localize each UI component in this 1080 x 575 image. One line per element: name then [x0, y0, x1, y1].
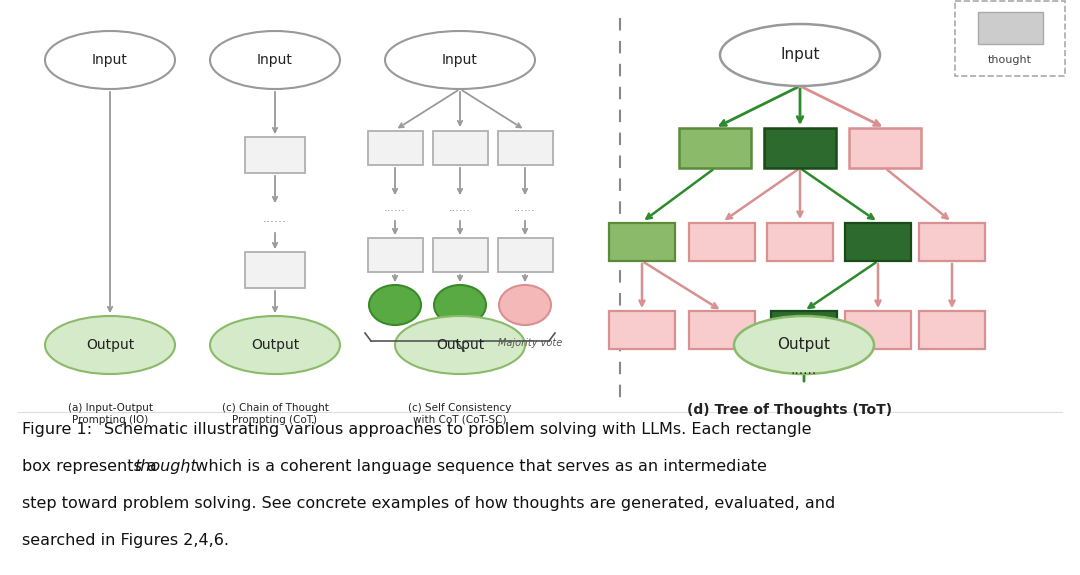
Bar [689, 223, 755, 261]
Bar [845, 311, 912, 349]
Bar [919, 223, 985, 261]
Ellipse shape [384, 31, 535, 89]
Text: thought: thought [988, 55, 1032, 65]
Text: Schematic illustrating various approaches to problem solving with LLMs. Each rec: Schematic illustrating various approache… [104, 422, 811, 437]
Bar [432, 131, 487, 165]
Ellipse shape [210, 31, 340, 89]
Ellipse shape [210, 316, 340, 374]
Text: (a) Input-Output
Prompting (IO): (a) Input-Output Prompting (IO) [67, 403, 152, 424]
Text: Output: Output [86, 338, 134, 352]
Bar [367, 131, 422, 165]
Bar [977, 12, 1042, 44]
Text: ......: ...... [514, 203, 536, 213]
Text: Input: Input [780, 48, 820, 63]
Ellipse shape [720, 24, 880, 86]
Text: Input: Input [92, 53, 127, 67]
Bar [955, 1, 1065, 75]
Ellipse shape [734, 316, 874, 374]
Ellipse shape [369, 285, 421, 325]
Ellipse shape [395, 316, 525, 374]
Text: box represents a: box represents a [22, 459, 162, 474]
Bar [771, 311, 837, 349]
Bar [245, 137, 305, 173]
Text: (c) Chain of Thought
Prompting (CoT): (c) Chain of Thought Prompting (CoT) [221, 403, 328, 424]
Ellipse shape [499, 285, 551, 325]
Bar [845, 223, 912, 261]
Ellipse shape [45, 31, 175, 89]
Text: Input: Input [257, 53, 293, 67]
Text: thought: thought [135, 459, 198, 474]
Bar [919, 311, 985, 349]
Text: ......: ...... [264, 212, 287, 224]
Text: ......: ...... [384, 203, 406, 213]
Bar [432, 238, 487, 272]
Bar [245, 252, 305, 288]
Text: (c) Self Consistency
with CoT (CoT-SC): (c) Self Consistency with CoT (CoT-SC) [408, 403, 512, 424]
Bar [764, 128, 836, 168]
Bar [689, 311, 755, 349]
Text: (d) Tree of Thoughts (ToT): (d) Tree of Thoughts (ToT) [688, 403, 892, 417]
Text: Figure 1:: Figure 1: [22, 422, 92, 437]
Text: Majority vote: Majority vote [498, 338, 563, 348]
Bar [498, 238, 553, 272]
Ellipse shape [45, 316, 175, 374]
Ellipse shape [434, 285, 486, 325]
Text: searched in Figures 2,4,6.: searched in Figures 2,4,6. [22, 533, 229, 548]
Bar [609, 311, 675, 349]
Text: ......: ...... [791, 363, 818, 377]
Text: Output: Output [251, 338, 299, 352]
Bar [849, 128, 921, 168]
Text: ......: ...... [449, 203, 471, 213]
Text: Output: Output [436, 338, 484, 352]
Text: step toward problem solving. See concrete examples of how thoughts are generated: step toward problem solving. See concret… [22, 496, 835, 511]
Bar [767, 223, 833, 261]
Bar [679, 128, 751, 168]
Bar [367, 238, 422, 272]
Text: Output: Output [778, 338, 831, 352]
Text: , which is a coherent language sequence that serves as an intermediate: , which is a coherent language sequence … [185, 459, 767, 474]
Bar [498, 131, 553, 165]
Bar [609, 223, 675, 261]
Text: Input: Input [442, 53, 478, 67]
